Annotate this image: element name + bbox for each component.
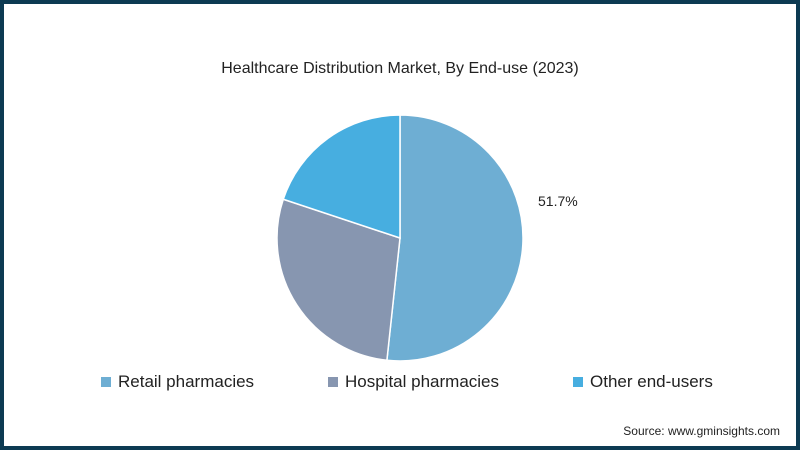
legend-item-hospital: Hospital pharmacies <box>328 372 499 392</box>
pie-slice-retail <box>386 114 524 362</box>
legend-item-other: Other end-users <box>573 372 713 392</box>
chart-title: Healthcare Distribution Market, By End-u… <box>221 60 579 77</box>
data-label-retail: 51.7% <box>538 193 578 209</box>
legend: Retail pharmacies Hospital pharmacies Ot… <box>0 372 800 394</box>
legend-label: Other end-users <box>590 372 713 391</box>
legend-swatch <box>101 377 111 387</box>
pie-slice-other <box>282 114 401 240</box>
legend-swatch <box>328 377 338 387</box>
legend-label: Hospital pharmacies <box>345 372 500 391</box>
legend-label: Retail pharmacies <box>118 372 255 391</box>
source-note: Source: www.gminsights.com <box>623 424 780 438</box>
pie-slice-hospital <box>276 198 401 362</box>
legend-swatch <box>573 377 583 387</box>
legend-item-retail: Retail pharmacies <box>101 372 254 392</box>
